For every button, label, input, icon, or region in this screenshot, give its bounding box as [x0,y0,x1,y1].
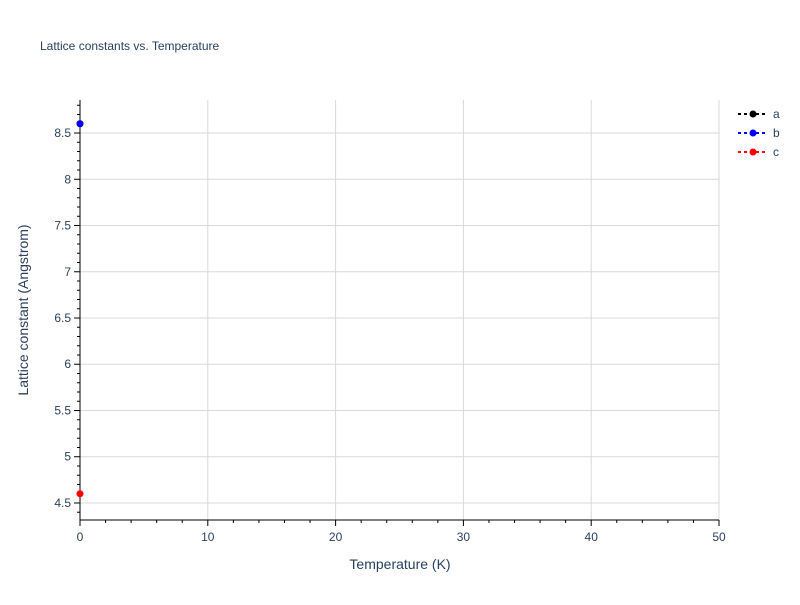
y-tick-label: 8.5 [54,126,71,140]
data-point-b [76,120,84,128]
x-tick-label: 10 [201,530,215,544]
x-tick-label: 50 [712,530,726,544]
legend-item-a[interactable]: a [738,107,780,121]
y-tick-label: 6.5 [54,311,71,325]
y-tick-label: 6 [64,357,71,371]
x-tick-label: 40 [585,530,599,544]
x-tick-label: 20 [329,530,343,544]
x-tick-label: 30 [457,530,471,544]
y-tick-label: 7 [64,265,71,279]
y-axis-label: Lattice constant (Angstrom) [15,224,31,395]
y-tick-label: 7.5 [54,219,71,233]
legend-item-b[interactable]: b [738,126,780,140]
legend-marker [749,148,757,156]
legend[interactable]: abc [738,107,780,159]
y-tick-label: 4.5 [54,496,71,510]
legend-label: b [773,126,780,140]
legend-item-c[interactable]: c [738,145,779,159]
grid [80,100,720,520]
legend-marker [749,129,757,137]
data-marks [76,120,84,498]
data-point-c [76,490,84,498]
legend-label: c [773,145,779,159]
axes: 0 10 20 30 40 50 4.5 5 5.5 6 6.5 7 7.5 8 8.5 [54,100,726,544]
y-tick-label: 5 [64,450,71,464]
y-tick-label: 8 [64,172,71,186]
legend-marker [749,110,757,118]
y-tick-label: 5.5 [54,403,71,417]
chart-title: Lattice constants vs. Temperature [40,39,220,53]
legend-label: a [773,107,780,121]
x-axis-label: Temperature (K) [349,556,450,572]
x-tick-label: 0 [77,530,84,544]
